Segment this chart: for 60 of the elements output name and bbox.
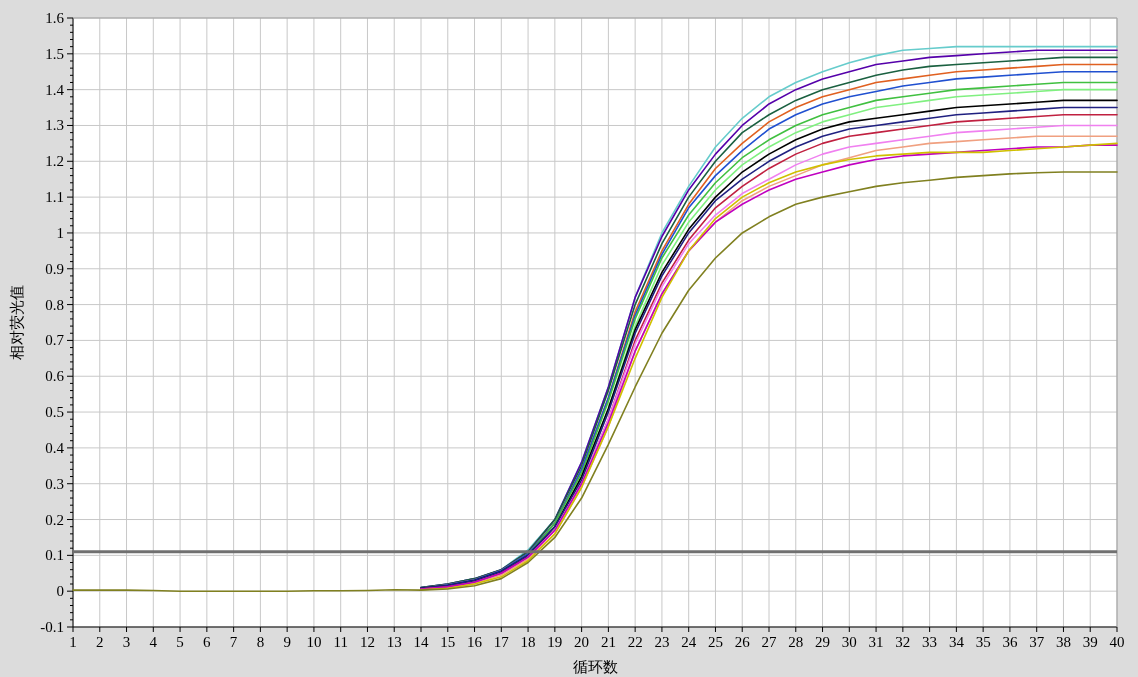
y-tick-label: 1.1 xyxy=(45,189,64,206)
x-tick-label: 29 xyxy=(815,634,831,650)
x-tick-label: 2 xyxy=(96,634,104,650)
x-tick-label: 1 xyxy=(69,634,77,650)
x-tick-label: 28 xyxy=(788,634,804,650)
y-tick-label: 0.6 xyxy=(45,368,65,385)
x-tick-label: 15 xyxy=(440,634,456,650)
x-tick-label: 36 xyxy=(1002,634,1018,650)
x-tick-label: 3 xyxy=(122,634,131,650)
x-tick-label: 9 xyxy=(283,634,291,650)
y-tick-label: 1.2 xyxy=(45,153,64,170)
x-tick-label: 5 xyxy=(176,634,184,650)
x-tick-label: 10 xyxy=(306,634,322,650)
x-tick-label: 26 xyxy=(734,634,751,650)
x-tick-label: 21 xyxy=(600,634,616,650)
y-tick-label: 0.4 xyxy=(45,439,65,456)
x-tick-label: 32 xyxy=(895,634,911,650)
y-axis-title: 相对荧光值 xyxy=(8,285,26,360)
x-tick-label: 22 xyxy=(627,634,643,650)
x-tick-label: 4 xyxy=(149,634,158,650)
x-tick-label: 31 xyxy=(868,634,884,650)
y-tick-label: 0.8 xyxy=(45,296,64,313)
x-tick-label: 33 xyxy=(922,634,938,650)
y-tick-label: 1 xyxy=(56,224,64,241)
y-tick-label: 0.7 xyxy=(45,332,65,349)
x-tick-label: 25 xyxy=(707,634,723,650)
x-tick-label: 17 xyxy=(493,634,510,650)
y-tick-label: 0 xyxy=(56,583,64,600)
x-tick-label: 14 xyxy=(413,634,429,650)
y-tick-label: 1.6 xyxy=(45,10,65,26)
x-tick-label: 23 xyxy=(654,634,670,650)
x-tick-label: 24 xyxy=(681,634,697,650)
x-tick-label: 11 xyxy=(333,634,348,650)
x-tick-label: 12 xyxy=(359,634,375,650)
y-tick-label: 0.9 xyxy=(45,260,64,277)
y-tick-label: 0.3 xyxy=(45,475,64,492)
x-tick-label: 16 xyxy=(467,634,483,650)
x-tick-label: 18 xyxy=(520,634,536,650)
x-tick-label: 35 xyxy=(975,634,991,650)
x-tick-label: 7 xyxy=(229,634,238,650)
y-tick-label: 1.5 xyxy=(45,45,64,62)
y-tick-label: 0.2 xyxy=(45,511,64,528)
x-tick-label: 27 xyxy=(761,634,777,650)
x-tick-label: 38 xyxy=(1055,634,1071,650)
x-tick-label: 40 xyxy=(1109,634,1125,650)
x-tick-label: 6 xyxy=(203,634,212,650)
y-tick-label: 1.4 xyxy=(45,81,65,98)
y-tick-label: 0.1 xyxy=(45,547,64,564)
x-tick-label: 39 xyxy=(1082,634,1098,650)
x-tick-label: 20 xyxy=(574,634,590,650)
y-tick-label: 1.3 xyxy=(45,117,64,134)
x-tick-label: 34 xyxy=(948,634,965,650)
y-tick-label: -0.1 xyxy=(40,619,64,635)
x-tick-label: 30 xyxy=(841,634,857,650)
x-tick-label: 13 xyxy=(386,634,402,650)
x-tick-label: 8 xyxy=(256,634,265,650)
x-axis-title: 循环数 xyxy=(572,658,618,676)
x-tick-label: 37 xyxy=(1029,634,1045,650)
y-tick-label: 0.5 xyxy=(45,404,64,421)
x-tick-label: 19 xyxy=(547,634,563,650)
